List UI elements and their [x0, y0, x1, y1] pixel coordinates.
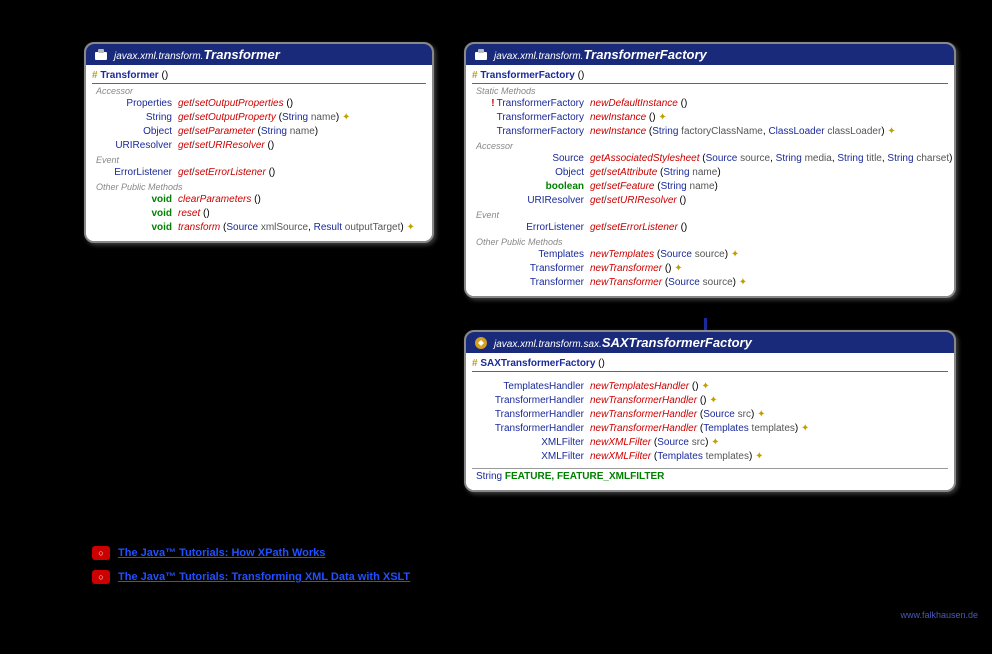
- class-header: javax.xml.transform.Transformer: [86, 44, 432, 65]
- class-name: Transformer: [203, 47, 279, 62]
- method-row: XMLFilternewXMLFilter (Source src) ✦: [472, 436, 948, 450]
- section-label: Event: [472, 208, 948, 221]
- oracle-icon: ○: [92, 546, 110, 560]
- method-row: SourcegetAssociatedStylesheet (Source so…: [472, 152, 948, 166]
- constructor-row: # SAXTransformerFactory (): [472, 356, 948, 372]
- method-row: TransformerFactorynewInstance (String fa…: [472, 125, 948, 139]
- class-body: # Transformer () AccessorPropertiesget/s…: [86, 65, 432, 241]
- constructor-row: # TransformerFactory (): [472, 68, 948, 84]
- method-row: booleanget/setFeature (String name): [472, 180, 948, 194]
- class-name: SAXTransformerFactory: [602, 335, 752, 350]
- method-row: TransformerHandlernewTransformerHandler …: [472, 422, 948, 436]
- method-row: URIResolverget/setURIResolver (): [472, 194, 948, 208]
- method-row: TransformerHandlernewTransformerHandler …: [472, 394, 948, 408]
- link-text[interactable]: The Java™ Tutorials: Transforming XML Da…: [118, 571, 410, 583]
- method-row: TransformernewTransformer () ✦: [472, 262, 948, 276]
- section-label: Other Public Methods: [92, 180, 426, 193]
- method-row: Stringget/setOutputProperty (String name…: [92, 111, 426, 125]
- section-label: Static Methods: [472, 84, 948, 97]
- class-box-transformer: javax.xml.transform.Transformer # Transf…: [84, 42, 434, 243]
- class-header: javax.xml.transform.TransformerFactory: [466, 44, 954, 65]
- class-name: TransformerFactory: [583, 47, 706, 62]
- method-row: voidtransform (Source xmlSource, Result …: [92, 221, 426, 235]
- package-name: javax.xml.transform.sax.: [494, 339, 602, 350]
- package-name: javax.xml.transform.: [494, 51, 583, 62]
- class-body: # SAXTransformerFactory () TemplatesHand…: [466, 353, 954, 490]
- class-box-sax: javax.xml.transform.sax.SAXTransformerFa…: [464, 330, 956, 492]
- section-label: Accessor: [92, 84, 426, 97]
- method-row: !TransformerFactorynewDefaultInstance (): [472, 97, 948, 111]
- section-label: Other Public Methods: [472, 235, 948, 248]
- link-row[interactable]: ○ The Java™ Tutorials: How XPath Works: [92, 546, 410, 560]
- method-row: ErrorListenerget/setErrorListener (): [92, 166, 426, 180]
- class-box-factory: javax.xml.transform.TransformerFactory #…: [464, 42, 956, 298]
- tutorial-links: ○ The Java™ Tutorials: How XPath Works ○…: [92, 546, 410, 594]
- class-header: javax.xml.transform.sax.SAXTransformerFa…: [466, 332, 954, 353]
- class-icon: [474, 48, 488, 62]
- method-row: ErrorListenerget/setErrorListener (): [472, 221, 948, 235]
- method-row: TemplatesHandlernewTemplatesHandler () ✦: [472, 380, 948, 394]
- class-icon: [94, 48, 108, 62]
- method-row: Propertiesget/setOutputProperties (): [92, 97, 426, 111]
- method-row: TemplatesnewTemplates (Source source) ✦: [472, 248, 948, 262]
- constructor-row: # Transformer (): [92, 68, 426, 84]
- oracle-icon: ○: [92, 570, 110, 584]
- fields-row: String FEATURE, FEATURE_XMLFILTER: [472, 468, 948, 484]
- section-label: Event: [92, 153, 426, 166]
- package-name: javax.xml.transform.: [114, 51, 203, 62]
- method-row: TransformerFactorynewInstance () ✦: [472, 111, 948, 125]
- section-label: Accessor: [472, 139, 948, 152]
- method-row: Objectget/setAttribute (String name): [472, 166, 948, 180]
- class-icon: [474, 336, 488, 350]
- method-row: TransformerHandlernewTransformerHandler …: [472, 408, 948, 422]
- method-row: XMLFilternewXMLFilter (Templates templat…: [472, 450, 948, 464]
- watermark: www.falkhausen.de: [900, 610, 978, 620]
- method-row: voidreset (): [92, 207, 426, 221]
- method-row: voidclearParameters (): [92, 193, 426, 207]
- link-row[interactable]: ○ The Java™ Tutorials: Transforming XML …: [92, 570, 410, 584]
- method-row: URIResolverget/setURIResolver (): [92, 139, 426, 153]
- method-row: Objectget/setParameter (String name): [92, 125, 426, 139]
- class-body: # TransformerFactory () Static Methods!T…: [466, 65, 954, 296]
- link-text[interactable]: The Java™ Tutorials: How XPath Works: [118, 547, 325, 559]
- method-row: TransformernewTransformer (Source source…: [472, 276, 948, 290]
